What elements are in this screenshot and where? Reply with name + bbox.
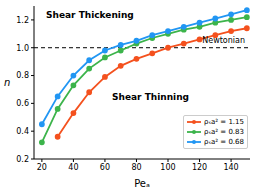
svg-text:0.6: 0.6	[16, 99, 29, 108]
svg-text:0.8: 0.8	[16, 71, 29, 80]
svg-text:20: 20	[37, 163, 47, 172]
svg-text:40: 40	[68, 163, 78, 172]
svg-text:120: 120	[192, 163, 207, 172]
svg-text:Peₐ: Peₐ	[134, 178, 150, 189]
svg-text:1.0: 1.0	[16, 44, 29, 53]
svg-text:60: 60	[100, 163, 110, 172]
svg-text:140: 140	[223, 163, 238, 172]
svg-text:80: 80	[131, 163, 141, 172]
html-text:ρₛa² = 1.15: ρₛa² = 1.15	[203, 118, 244, 126]
html-text:ρₛa² = 0.83: ρₛa² = 0.83	[203, 128, 244, 136]
html-text:Shear Thickening: Shear Thickening	[46, 10, 134, 20]
svg-text:100: 100	[160, 163, 175, 172]
svg-text:n: n	[8, 77, 10, 88]
svg-text:Newtonian: Newtonian	[202, 36, 245, 45]
html-text:ρₛa² = 0.68: ρₛa² = 0.68	[203, 138, 244, 146]
html-text:Shear Thinning: Shear Thinning	[112, 92, 189, 102]
svg-text:1.2: 1.2	[16, 16, 29, 25]
svg-text:0.4: 0.4	[16, 127, 29, 136]
svg-text:0.2: 0.2	[16, 155, 29, 164]
